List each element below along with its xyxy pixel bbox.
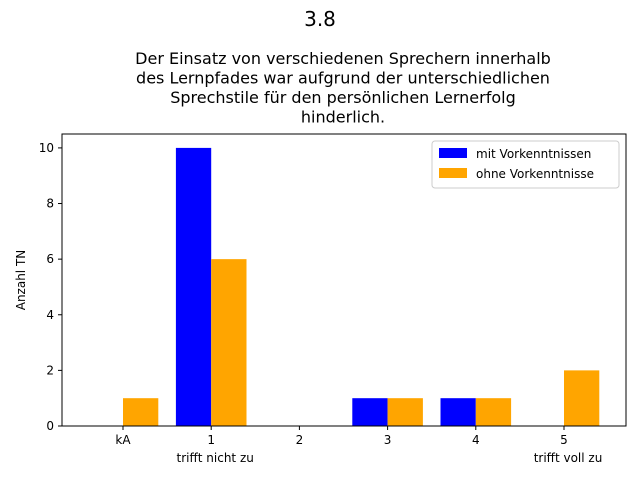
y-tick-label: 0	[46, 419, 54, 433]
x-tick-label: kA	[115, 433, 131, 447]
bar-ohne-3	[387, 398, 423, 426]
y-tick-label: 2	[46, 363, 54, 377]
chart-title-line: Der Einsatz von verschiedenen Sprechern …	[135, 49, 551, 68]
chart-title-line: hinderlich.	[301, 108, 385, 127]
bar-ohne-kA	[123, 398, 159, 426]
bar-ohne-5	[564, 370, 600, 426]
y-tick-label: 6	[46, 252, 54, 266]
x-tick-label: 3	[384, 433, 392, 447]
legend-swatch	[439, 168, 467, 178]
y-tick-label: 10	[39, 141, 54, 155]
legend: mit Vorkenntnissen ohne Vorkenntnisse	[431, 140, 620, 189]
x-tick-label: 2	[296, 433, 304, 447]
bars	[123, 147, 600, 426]
legend-label: mit Vorkenntnissen	[476, 147, 591, 161]
x-tick-sublabel: trifft voll zu	[534, 451, 603, 465]
legend-label: ohne Vorkenntnisse	[476, 167, 594, 181]
bar-mit-4	[440, 398, 476, 426]
legend-frame	[431, 140, 620, 189]
y-axis-label: Anzahl TN	[14, 250, 28, 311]
bar-mit-1	[175, 147, 212, 426]
y-tick-label: 4	[46, 308, 54, 322]
y-tick-label: 8	[46, 197, 54, 211]
chart-title: Der Einsatz von verschiedenen Sprechern …	[135, 49, 551, 127]
bar-ohne-4	[475, 398, 512, 426]
x-tick-label: 4	[472, 433, 480, 447]
chart-title-line: des Lernpfades war aufgrund der untersch…	[136, 69, 550, 88]
x-tick-sublabel: trifft nicht zu	[177, 451, 254, 465]
chart-title-line: Sprechstile für den persönlichen Lernerf…	[170, 88, 516, 107]
chart-suptitle: 3.8	[304, 7, 336, 31]
x-tick-label: 1	[207, 433, 215, 447]
bar-ohne-1	[211, 259, 247, 426]
plot-frame	[61, 133, 627, 427]
y-axis: 0 2 4 6 8 10	[39, 141, 62, 433]
bar-mit-3	[352, 398, 388, 426]
x-axis: kA 1 trifft nicht zu 2 3 4 5 trifft voll zu	[115, 426, 602, 465]
x-tick-label: 5	[560, 433, 568, 447]
legend-swatch	[439, 148, 467, 158]
